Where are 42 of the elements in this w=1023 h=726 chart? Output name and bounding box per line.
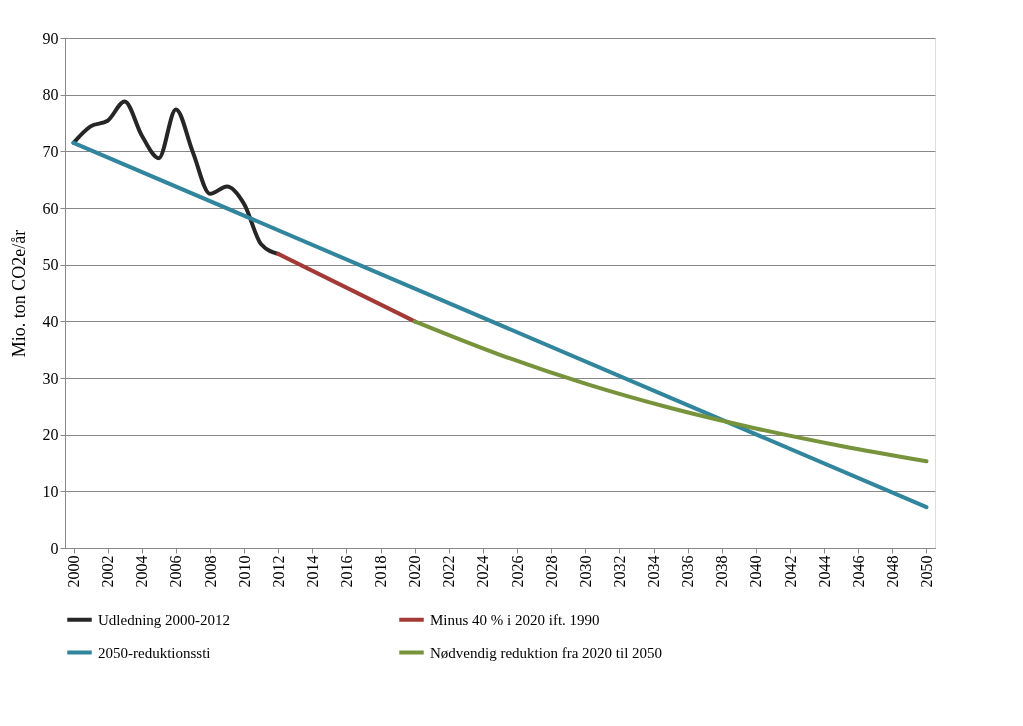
x-tick-label: 2010 (235, 555, 253, 588)
x-tick-label: 2026 (508, 555, 526, 588)
x-tick-label: 2040 (747, 555, 765, 588)
x-tick-label: 2020 (406, 555, 424, 588)
x-tick-label: 2036 (679, 555, 697, 588)
x-tick-label: 2050 (917, 555, 935, 588)
x-tick-label: 2032 (610, 555, 628, 588)
y-tick-label: 0 (50, 539, 59, 557)
x-tick-label: 2000 (65, 555, 83, 588)
x-tick-label: 2016 (337, 555, 355, 588)
y-tick-label: 70 (42, 142, 59, 160)
legend-label: Minus 40 % i 2020 ift. 1990 (430, 611, 600, 628)
legend-label: Udledning 2000-2012 (98, 611, 231, 628)
x-tick-label: 2044 (815, 555, 833, 588)
x-tick-label: 2008 (201, 555, 219, 588)
y-tick-label: 60 (42, 199, 59, 217)
line-series (412, 319, 929, 464)
y-tick-label: 80 (42, 86, 59, 104)
y-tick-label: 90 (42, 29, 59, 47)
x-tick-label: 2018 (372, 555, 390, 588)
x-tick-label: 2042 (781, 555, 799, 588)
y-tick-label: 20 (42, 426, 59, 444)
x-tick-label: 2028 (542, 555, 560, 588)
x-tick-label: 2048 (883, 555, 901, 588)
y-axis-title: Mio. ton CO2e/år (8, 229, 29, 358)
y-tick-label: 30 (42, 369, 59, 387)
y-tick-label: 50 (42, 256, 59, 274)
x-tick-label: 2034 (645, 555, 663, 588)
x-tick-label: 2002 (99, 555, 117, 588)
x-tick-label: 2030 (576, 555, 594, 588)
x-tick-label: 2022 (440, 555, 458, 588)
x-tick-label: 2006 (167, 555, 185, 588)
x-tick-label: 2046 (849, 555, 867, 588)
y-tick-label: 10 (42, 482, 59, 500)
x-tick-label: 2004 (133, 555, 151, 588)
x-tick-label: 2024 (474, 555, 492, 588)
x-tick-label: 2012 (269, 555, 287, 588)
x-tick-label: 2014 (303, 555, 321, 588)
legend-label: 2050-reduktionssti (98, 644, 211, 661)
y-tick-label: 40 (42, 312, 59, 330)
x-tick-label: 2038 (713, 555, 731, 588)
legend-label: Nødvendig reduktion fra 2020 til 2050 (430, 644, 663, 661)
